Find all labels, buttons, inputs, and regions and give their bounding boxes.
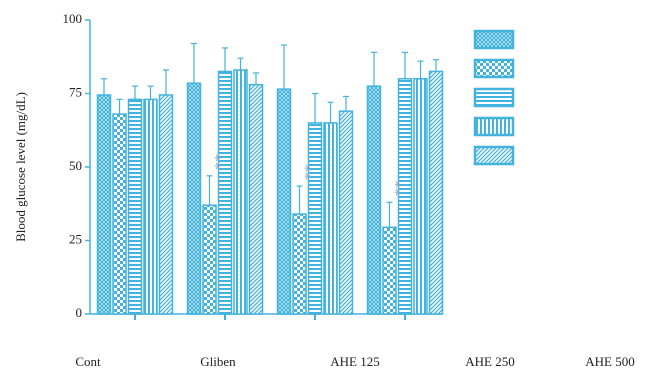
y-tick-label: 75 [69, 84, 82, 99]
bar [217, 70, 233, 315]
bar [143, 98, 158, 315]
bar [96, 94, 112, 315]
bar [186, 82, 202, 315]
bar [158, 94, 174, 315]
bar [413, 78, 428, 315]
bar [428, 70, 444, 315]
bar [382, 226, 397, 315]
y-tick-label: 25 [69, 231, 82, 246]
annotation: ** [206, 154, 223, 170]
y-tick-label: 0 [76, 305, 83, 320]
legend-swatch [473, 116, 515, 137]
legend-swatch [473, 58, 515, 79]
x-label: Cont [75, 354, 101, 369]
bar [292, 213, 307, 315]
bar [323, 122, 338, 315]
x-label: AHE 125 [330, 354, 379, 369]
legend-swatch [473, 87, 515, 108]
bar [202, 204, 217, 315]
x-label: AHE 250 [465, 354, 514, 369]
annotation: ** [296, 164, 313, 180]
bar [397, 78, 413, 315]
legend-swatch [473, 29, 515, 50]
bar [307, 122, 323, 315]
annotation: ** [386, 180, 403, 196]
bar [112, 113, 127, 315]
y-tick-label: 50 [69, 158, 82, 173]
legend-swatch [473, 145, 515, 166]
bar [366, 85, 382, 315]
bar [276, 88, 292, 315]
y-tick-label: 100 [63, 11, 83, 26]
x-label: AHE 500 [585, 354, 634, 369]
bar [248, 83, 264, 315]
x-label: Gliben [200, 354, 236, 369]
bar [233, 69, 248, 315]
bar [338, 110, 354, 315]
y-axis-label: Blood glucose level (mg/dL) [13, 92, 28, 242]
bar [127, 98, 143, 315]
